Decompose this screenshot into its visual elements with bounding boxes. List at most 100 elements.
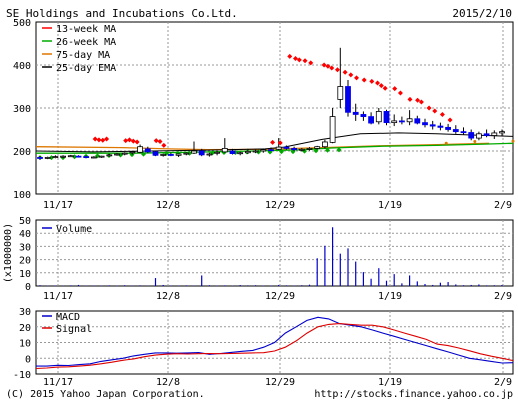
- x-tick-label: 2/9: [494, 291, 512, 302]
- volume-grid: [36, 220, 513, 286]
- ma13-point: [397, 90, 403, 96]
- candle-body: [137, 146, 144, 153]
- volume-panel-frame: [35, 219, 514, 287]
- volume-y-axis-label: (x1000000): [3, 223, 14, 283]
- candle-body: [375, 111, 382, 123]
- ma13-point: [426, 105, 432, 111]
- candle-body: [268, 149, 274, 152]
- candle-body: [98, 155, 105, 158]
- ma13-point: [100, 137, 106, 143]
- ma26-point: [325, 147, 330, 153]
- source-url[interactable]: http://stocks.finance.yahoo.co.jp: [314, 389, 513, 400]
- ma13-point: [418, 99, 424, 105]
- chart-date: 2015/2/10: [452, 7, 512, 20]
- price-grid: [36, 22, 513, 194]
- legend-label: Signal: [56, 324, 92, 335]
- legend-label: Volume: [56, 224, 92, 235]
- ma13-point: [270, 139, 276, 145]
- candle-body: [129, 151, 136, 154]
- y-tick-label: 50: [19, 216, 31, 227]
- candle-body: [406, 118, 413, 123]
- candle-body: [229, 150, 236, 154]
- volume-x-tick-labels: 11/17 12/8 12/29 1/19 2/9: [43, 291, 512, 302]
- price-panel: 500 400 300 200 100 13-week MA 26-week MA 75-d…: [13, 18, 515, 211]
- candle-body: [468, 132, 475, 139]
- ma26-point: [279, 149, 284, 155]
- y-tick-label: 400: [13, 61, 31, 72]
- candle-body: [321, 141, 328, 148]
- candle-body: [175, 153, 182, 156]
- volume-bars: [39, 227, 503, 286]
- signal-line: [35, 323, 514, 370]
- candle-body: [144, 148, 151, 153]
- x-tick-label: 12/8: [156, 200, 180, 211]
- y-tick-label: 0: [25, 354, 31, 365]
- candle-body: [60, 155, 66, 158]
- y-tick-label: 10: [19, 269, 31, 280]
- x-tick-label: 11/17: [43, 291, 73, 302]
- price-x-tick-labels: 11/17 12/8 12/29 1/19 2/9: [43, 200, 512, 211]
- macd-lines: [35, 316, 514, 370]
- y-tick-label: 20: [19, 323, 31, 334]
- ma13-point: [96, 137, 102, 143]
- y-tick-label: 10: [19, 339, 31, 350]
- price-legend: 13-week MA 26-week MA 75-day MA 25-day EMA: [42, 24, 116, 74]
- ma13-point: [361, 77, 367, 83]
- candle-body: [52, 156, 59, 158]
- ma13-point: [92, 136, 98, 142]
- ma13-point: [378, 83, 384, 89]
- candle-body: [114, 153, 120, 156]
- candle-body: [106, 154, 113, 157]
- ma13-point: [334, 67, 340, 73]
- ma13-point: [392, 86, 398, 92]
- ma13-point: [292, 56, 298, 62]
- candle-body: [368, 116, 375, 124]
- ma13-point: [308, 60, 314, 66]
- candle-body: [345, 86, 351, 113]
- candle-body: [83, 156, 90, 158]
- ma75-point: [511, 139, 515, 143]
- y-tick-label: 0: [25, 282, 31, 293]
- candle-body: [460, 131, 467, 134]
- ma13-point: [432, 108, 438, 114]
- candle-body: [67, 155, 74, 158]
- candle-body: [383, 111, 390, 124]
- x-tick-label: 12/29: [265, 291, 295, 302]
- candle-body: [391, 120, 398, 124]
- candle-body: [275, 146, 282, 150]
- ma13-point: [157, 139, 163, 145]
- ma13-point: [348, 72, 354, 78]
- candle-body: [214, 151, 221, 154]
- volume-legend: Volume: [42, 224, 92, 235]
- y-tick-label: -10: [13, 370, 31, 381]
- candle-body: [298, 148, 305, 151]
- ma26-point: [141, 151, 146, 157]
- ma13-point: [104, 136, 110, 142]
- candle-body: [91, 156, 97, 159]
- ma13-point: [134, 139, 140, 145]
- candle-body: [422, 122, 428, 126]
- candle-body: [244, 151, 251, 154]
- ma13-point: [439, 111, 445, 117]
- candle-body: [237, 152, 244, 155]
- candle-body: [75, 155, 82, 158]
- ma13-point: [153, 138, 159, 144]
- candle-body: [491, 132, 498, 136]
- candle-body: [37, 157, 43, 159]
- candle-body: [398, 120, 405, 123]
- y-tick-label: 30: [19, 242, 31, 253]
- ma75-point: [444, 141, 448, 145]
- ma13-point: [296, 57, 302, 63]
- candle-body: [183, 152, 190, 155]
- candle-body: [437, 125, 444, 128]
- candle-body: [221, 148, 228, 153]
- price-y-tick-labels: 500 400 300 200 100: [13, 18, 31, 201]
- y-tick-label: 20: [19, 256, 31, 267]
- price-marks: [35, 47, 515, 161]
- x-tick-label: 1/19: [378, 291, 402, 302]
- x-tick-label: 12/8: [156, 377, 180, 388]
- ma13-point: [329, 65, 335, 71]
- candle-body: [337, 86, 344, 100]
